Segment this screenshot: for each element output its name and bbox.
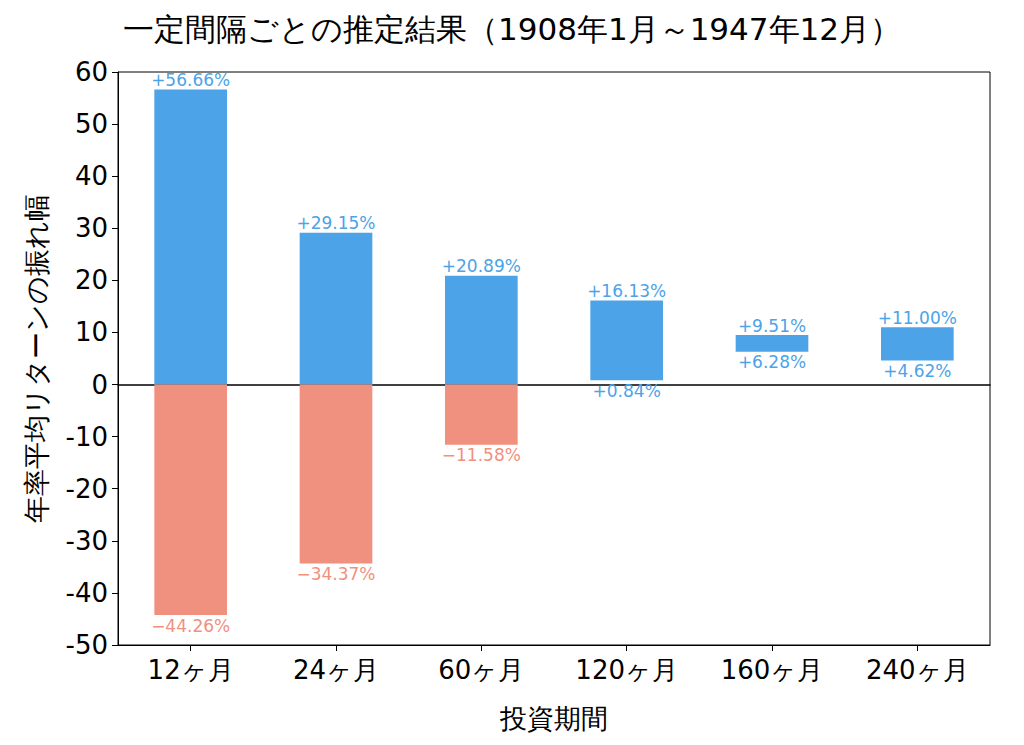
svg-text:60: 60: [75, 57, 108, 87]
svg-text:-50: -50: [66, 630, 108, 660]
svg-text:-40: -40: [66, 578, 108, 608]
svg-text:120ヶ月: 120ヶ月: [575, 655, 678, 685]
svg-text:30: 30: [75, 213, 108, 243]
svg-text:+9.51%: +9.51%: [738, 316, 806, 336]
svg-text:+29.15%: +29.15%: [296, 213, 375, 233]
svg-text:+0.84%: +0.84%: [593, 381, 661, 401]
svg-text:+20.89%: +20.89%: [442, 256, 521, 276]
svg-text:+4.62%: +4.62%: [883, 361, 951, 381]
svg-text:60ヶ月: 60ヶ月: [438, 655, 524, 685]
svg-text:24ヶ月: 24ヶ月: [293, 655, 379, 685]
svg-text:-30: -30: [66, 526, 108, 556]
svg-text:50: 50: [75, 109, 108, 139]
svg-text:-20: -20: [66, 474, 108, 504]
svg-text:+11.00%: +11.00%: [878, 308, 957, 328]
svg-text:年率平均リターンの振れ幅: 年率平均リターンの振れ幅: [21, 194, 52, 523]
svg-text:−44.26%: −44.26%: [151, 616, 230, 636]
svg-text:240ヶ月: 240ヶ月: [866, 655, 969, 685]
svg-text:0: 0: [91, 370, 108, 400]
svg-text:一定間隔ごとの推定結果（1908年1月～1947年12月）: 一定間隔ごとの推定結果（1908年1月～1947年12月）: [123, 11, 901, 47]
svg-text:+6.28%: +6.28%: [738, 352, 806, 372]
svg-text:20: 20: [75, 265, 108, 295]
svg-text:160ヶ月: 160ヶ月: [721, 655, 824, 685]
svg-text:投資期間: 投資期間: [499, 703, 608, 734]
svg-text:40: 40: [75, 161, 108, 191]
svg-text:−11.58%: −11.58%: [442, 445, 521, 465]
svg-text:-10: -10: [66, 422, 108, 452]
svg-text:12ヶ月: 12ヶ月: [148, 655, 234, 685]
svg-text:−34.37%: −34.37%: [296, 564, 375, 584]
svg-text:10: 10: [75, 317, 108, 347]
svg-text:+56.66%: +56.66%: [151, 70, 230, 90]
svg-text:+16.13%: +16.13%: [587, 281, 666, 301]
